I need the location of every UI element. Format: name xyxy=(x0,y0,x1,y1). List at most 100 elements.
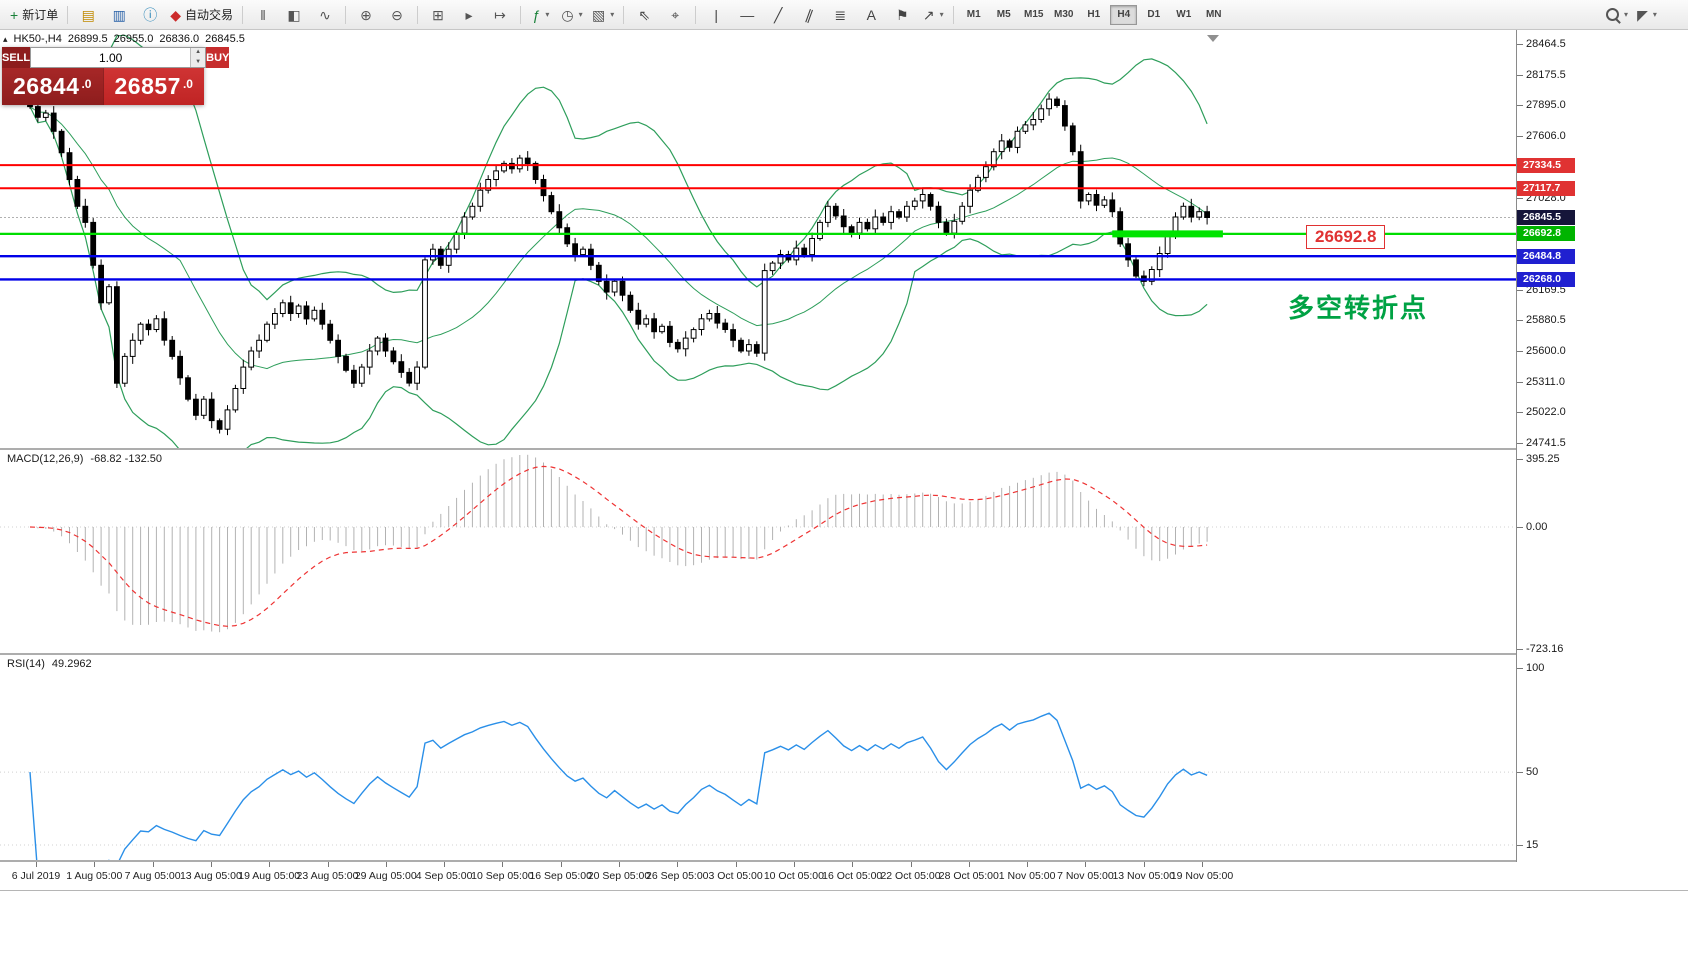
turning-point-note[interactable]: 多空转折点 xyxy=(1288,293,1429,323)
terminal-button[interactable]: ⓘ xyxy=(135,3,165,27)
toolbar-separator xyxy=(242,5,243,24)
volume-input[interactable] xyxy=(31,48,191,67)
bollinger-middle-band xyxy=(29,106,1208,370)
time-axis-label: 10 Sep 05:00 xyxy=(471,870,534,882)
time-scale[interactable]: 6 Jul 2019 1 Aug 05:00 7 Aug 05:00 13 Aug 0… xyxy=(0,862,1688,890)
timeframe-w1[interactable]: W1 xyxy=(1176,9,1192,20)
chart-candles-button[interactable]: ◧ xyxy=(279,3,309,27)
time-tick xyxy=(1085,862,1087,867)
navigator-button[interactable]: ▥ xyxy=(104,3,134,27)
time-tick xyxy=(269,862,271,867)
timeframe-h1[interactable]: H1 xyxy=(1087,9,1101,20)
time-tick xyxy=(385,862,387,867)
fibonacci-button[interactable]: ≣ xyxy=(825,3,855,27)
time-tick xyxy=(910,862,912,867)
toolbar-separator xyxy=(623,5,625,24)
sell-price-panel[interactable]: 26844.0 xyxy=(2,68,103,105)
zoom-out-icon: ⊖ xyxy=(391,6,403,23)
time-tick xyxy=(560,862,562,867)
autotrading-button[interactable]: ◆ 自动交易 xyxy=(166,3,237,27)
ohlc-high: 26955.0 xyxy=(113,33,154,45)
chart-line-button[interactable]: ∿ xyxy=(310,3,340,27)
main-chart-pane[interactable] xyxy=(0,30,1516,448)
time-axis-label: 19 Nov 05:00 xyxy=(1170,870,1234,882)
sell-button[interactable]: SELL xyxy=(2,47,31,68)
chart-shift-button[interactable]: ↦ xyxy=(485,3,515,27)
volume-box: ▲ ▼ xyxy=(30,47,207,68)
toolbar-separator xyxy=(345,5,346,24)
time-tick xyxy=(327,862,329,867)
chevron-down-icon: ▾ xyxy=(610,10,615,19)
text-label-button[interactable]: ⚑ xyxy=(887,3,917,27)
timeframe-h4[interactable]: H4 xyxy=(1110,4,1138,25)
arrows-button[interactable]: ↗ ▾ xyxy=(918,3,948,27)
time-axis-label: 19 Aug 05:00 xyxy=(238,870,301,882)
crosshair-icon: ⌖ xyxy=(671,6,680,23)
templates-button[interactable]: ▧ ▾ xyxy=(588,3,618,27)
time-tick xyxy=(1027,862,1029,867)
timeframe-m5[interactable]: M5 xyxy=(996,9,1011,20)
text-button[interactable]: A xyxy=(856,3,886,27)
rsi-label: RSI(14) 49.2962 xyxy=(7,658,92,670)
new-order-button[interactable]: + 新订单 xyxy=(6,3,62,27)
volume-up-button[interactable]: ▲ xyxy=(191,48,206,58)
auto-scroll-icon: ▸ xyxy=(465,6,473,23)
price-axis-label: 25311.0 xyxy=(1517,375,1565,388)
time-axis-label: 7 Aug 05:00 xyxy=(124,870,181,882)
templates-icon: ▧ xyxy=(592,6,606,23)
buy-button[interactable]: BUY xyxy=(206,47,230,68)
timeframe-d1[interactable]: D1 xyxy=(1147,9,1161,20)
timeframe-m1[interactable]: M1 xyxy=(966,9,981,20)
periods-button[interactable]: ◷ ▾ xyxy=(557,3,587,27)
timeframe-mn[interactable]: MN xyxy=(1205,9,1222,20)
indicators-button[interactable]: ƒ ▾ xyxy=(526,3,556,27)
candlesticks xyxy=(27,93,1210,436)
auto-scroll-button[interactable]: ▸ xyxy=(454,3,484,27)
zoom-in-button[interactable]: ⊕ xyxy=(351,3,381,27)
pane-separator[interactable] xyxy=(0,860,1688,862)
cursor-button[interactable]: ⇖ xyxy=(629,3,659,27)
navigator-icon: ▥ xyxy=(112,6,126,23)
time-tick xyxy=(152,862,154,867)
price-axis-label: 25022.0 xyxy=(1517,406,1566,419)
time-axis-label: 7 Nov 05:00 xyxy=(1057,870,1114,882)
channel-button[interactable]: ∥ xyxy=(794,3,824,27)
macd-axis-label: -723.16 xyxy=(1516,643,1564,656)
macd-histogram xyxy=(37,454,1208,633)
sell-price: 26844 xyxy=(13,73,80,99)
chart-candles-icon: ◧ xyxy=(287,6,301,23)
pane-separator[interactable] xyxy=(0,653,1688,655)
zoom-out-button[interactable]: ⊖ xyxy=(382,3,412,27)
price-axis-badge: 26845.5 xyxy=(1517,210,1575,225)
crosshair-button[interactable]: ⌖ xyxy=(660,3,690,27)
chart-bars-button[interactable]: ‖ xyxy=(248,3,278,27)
pointer-mode-button[interactable]: ◤ ▾ xyxy=(1632,3,1662,27)
tile-windows-button[interactable]: ⊞ xyxy=(423,3,453,27)
horizontal-line-button[interactable]: — xyxy=(732,3,762,27)
timeframe-m30[interactable]: M30 xyxy=(1054,9,1074,20)
new-order-button-label: 新订单 xyxy=(22,8,59,22)
macd-pane[interactable] xyxy=(0,450,1516,653)
panel-collapse-toggle[interactable]: ▴ xyxy=(3,34,8,44)
time-tick xyxy=(677,862,679,867)
market-watch-icon: ▤ xyxy=(81,6,95,23)
volume-down-button[interactable]: ▼ xyxy=(191,57,206,67)
indicators-icon: ƒ xyxy=(532,6,541,23)
shift-marker[interactable] xyxy=(1207,35,1219,42)
price-axis-label: 27606.0 xyxy=(1517,129,1566,142)
price-tag-annotation[interactable]: 26692.8 xyxy=(1306,225,1386,249)
market-watch-button[interactable]: ▤ xyxy=(73,3,103,27)
price-scale[interactable]: 28464.5 28175.5 27895.0 27606.0 27028.0 26169… xyxy=(1516,30,1688,862)
time-tick xyxy=(968,862,970,867)
time-axis-label: 26 Sep 05:00 xyxy=(646,870,709,882)
toolbar-separator xyxy=(417,5,418,24)
rsi-pane[interactable] xyxy=(0,655,1516,860)
macd-label: MACD(12,26,9) -68.82 -132.50 xyxy=(7,453,162,465)
buy-price-panel[interactable]: 26857.0 xyxy=(102,68,204,105)
vertical-line-button[interactable]: | xyxy=(701,3,731,27)
macd-signal-line xyxy=(29,465,1208,627)
pane-separator[interactable] xyxy=(0,448,1688,450)
search-button[interactable]: ▾ xyxy=(1602,3,1632,27)
trendline-button[interactable]: ╱ xyxy=(763,3,793,27)
timeframe-m15[interactable]: M15 xyxy=(1024,9,1044,20)
